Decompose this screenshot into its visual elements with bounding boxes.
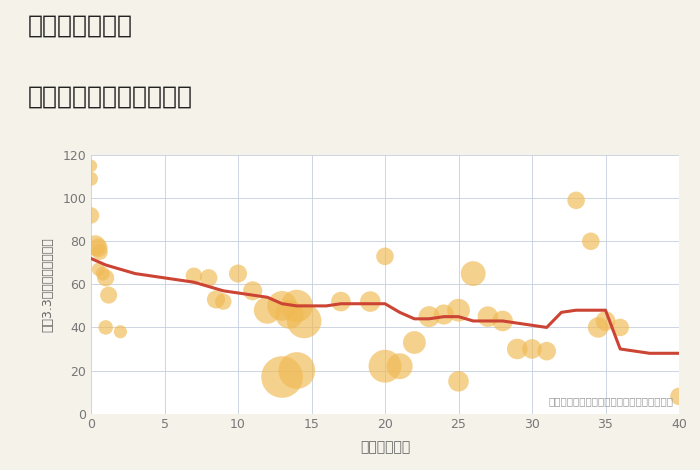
Point: [453, 306, 464, 314]
Point: [90, 242, 101, 249]
Point: [394, 362, 405, 370]
Point: [298, 317, 309, 325]
Point: [100, 274, 111, 282]
Point: [615, 324, 626, 331]
Text: 愛知県弥富駅の: 愛知県弥富駅の: [28, 14, 133, 38]
Point: [188, 272, 199, 280]
Point: [600, 317, 611, 325]
Point: [673, 392, 685, 400]
Point: [284, 311, 295, 318]
Text: 円の大きさは、取引のあった物件面積を示す: 円の大きさは、取引のあった物件面積を示す: [548, 396, 673, 406]
Point: [232, 270, 244, 277]
Point: [335, 298, 346, 306]
Point: [526, 345, 538, 352]
X-axis label: 築年数（年）: 築年数（年）: [360, 440, 410, 454]
Point: [570, 196, 582, 204]
Point: [97, 270, 108, 277]
Point: [453, 377, 464, 385]
Point: [85, 175, 97, 182]
Point: [424, 313, 435, 321]
Point: [276, 373, 288, 381]
Point: [100, 324, 111, 331]
Point: [94, 248, 106, 256]
Point: [541, 347, 552, 355]
Point: [276, 302, 288, 310]
Point: [92, 244, 104, 251]
Point: [379, 362, 391, 370]
Point: [291, 367, 302, 374]
Point: [262, 306, 273, 314]
Point: [103, 291, 114, 299]
Point: [593, 324, 604, 331]
Point: [115, 328, 126, 336]
Point: [409, 339, 420, 346]
Point: [379, 252, 391, 260]
Point: [291, 302, 302, 310]
Point: [482, 313, 493, 321]
Point: [85, 162, 97, 170]
Text: 築年数別中古戸建て価格: 築年数別中古戸建て価格: [28, 85, 193, 109]
Point: [365, 298, 376, 306]
Point: [85, 212, 97, 219]
Point: [438, 311, 449, 318]
Point: [203, 274, 214, 282]
Point: [210, 296, 221, 303]
Point: [585, 237, 596, 245]
Point: [497, 317, 508, 325]
Point: [218, 298, 229, 306]
Point: [247, 287, 258, 295]
Point: [512, 345, 523, 352]
Point: [92, 266, 104, 273]
Point: [468, 270, 479, 277]
Y-axis label: 坪（3.3㎡）単価（万円）: 坪（3.3㎡）単価（万円）: [41, 237, 54, 332]
